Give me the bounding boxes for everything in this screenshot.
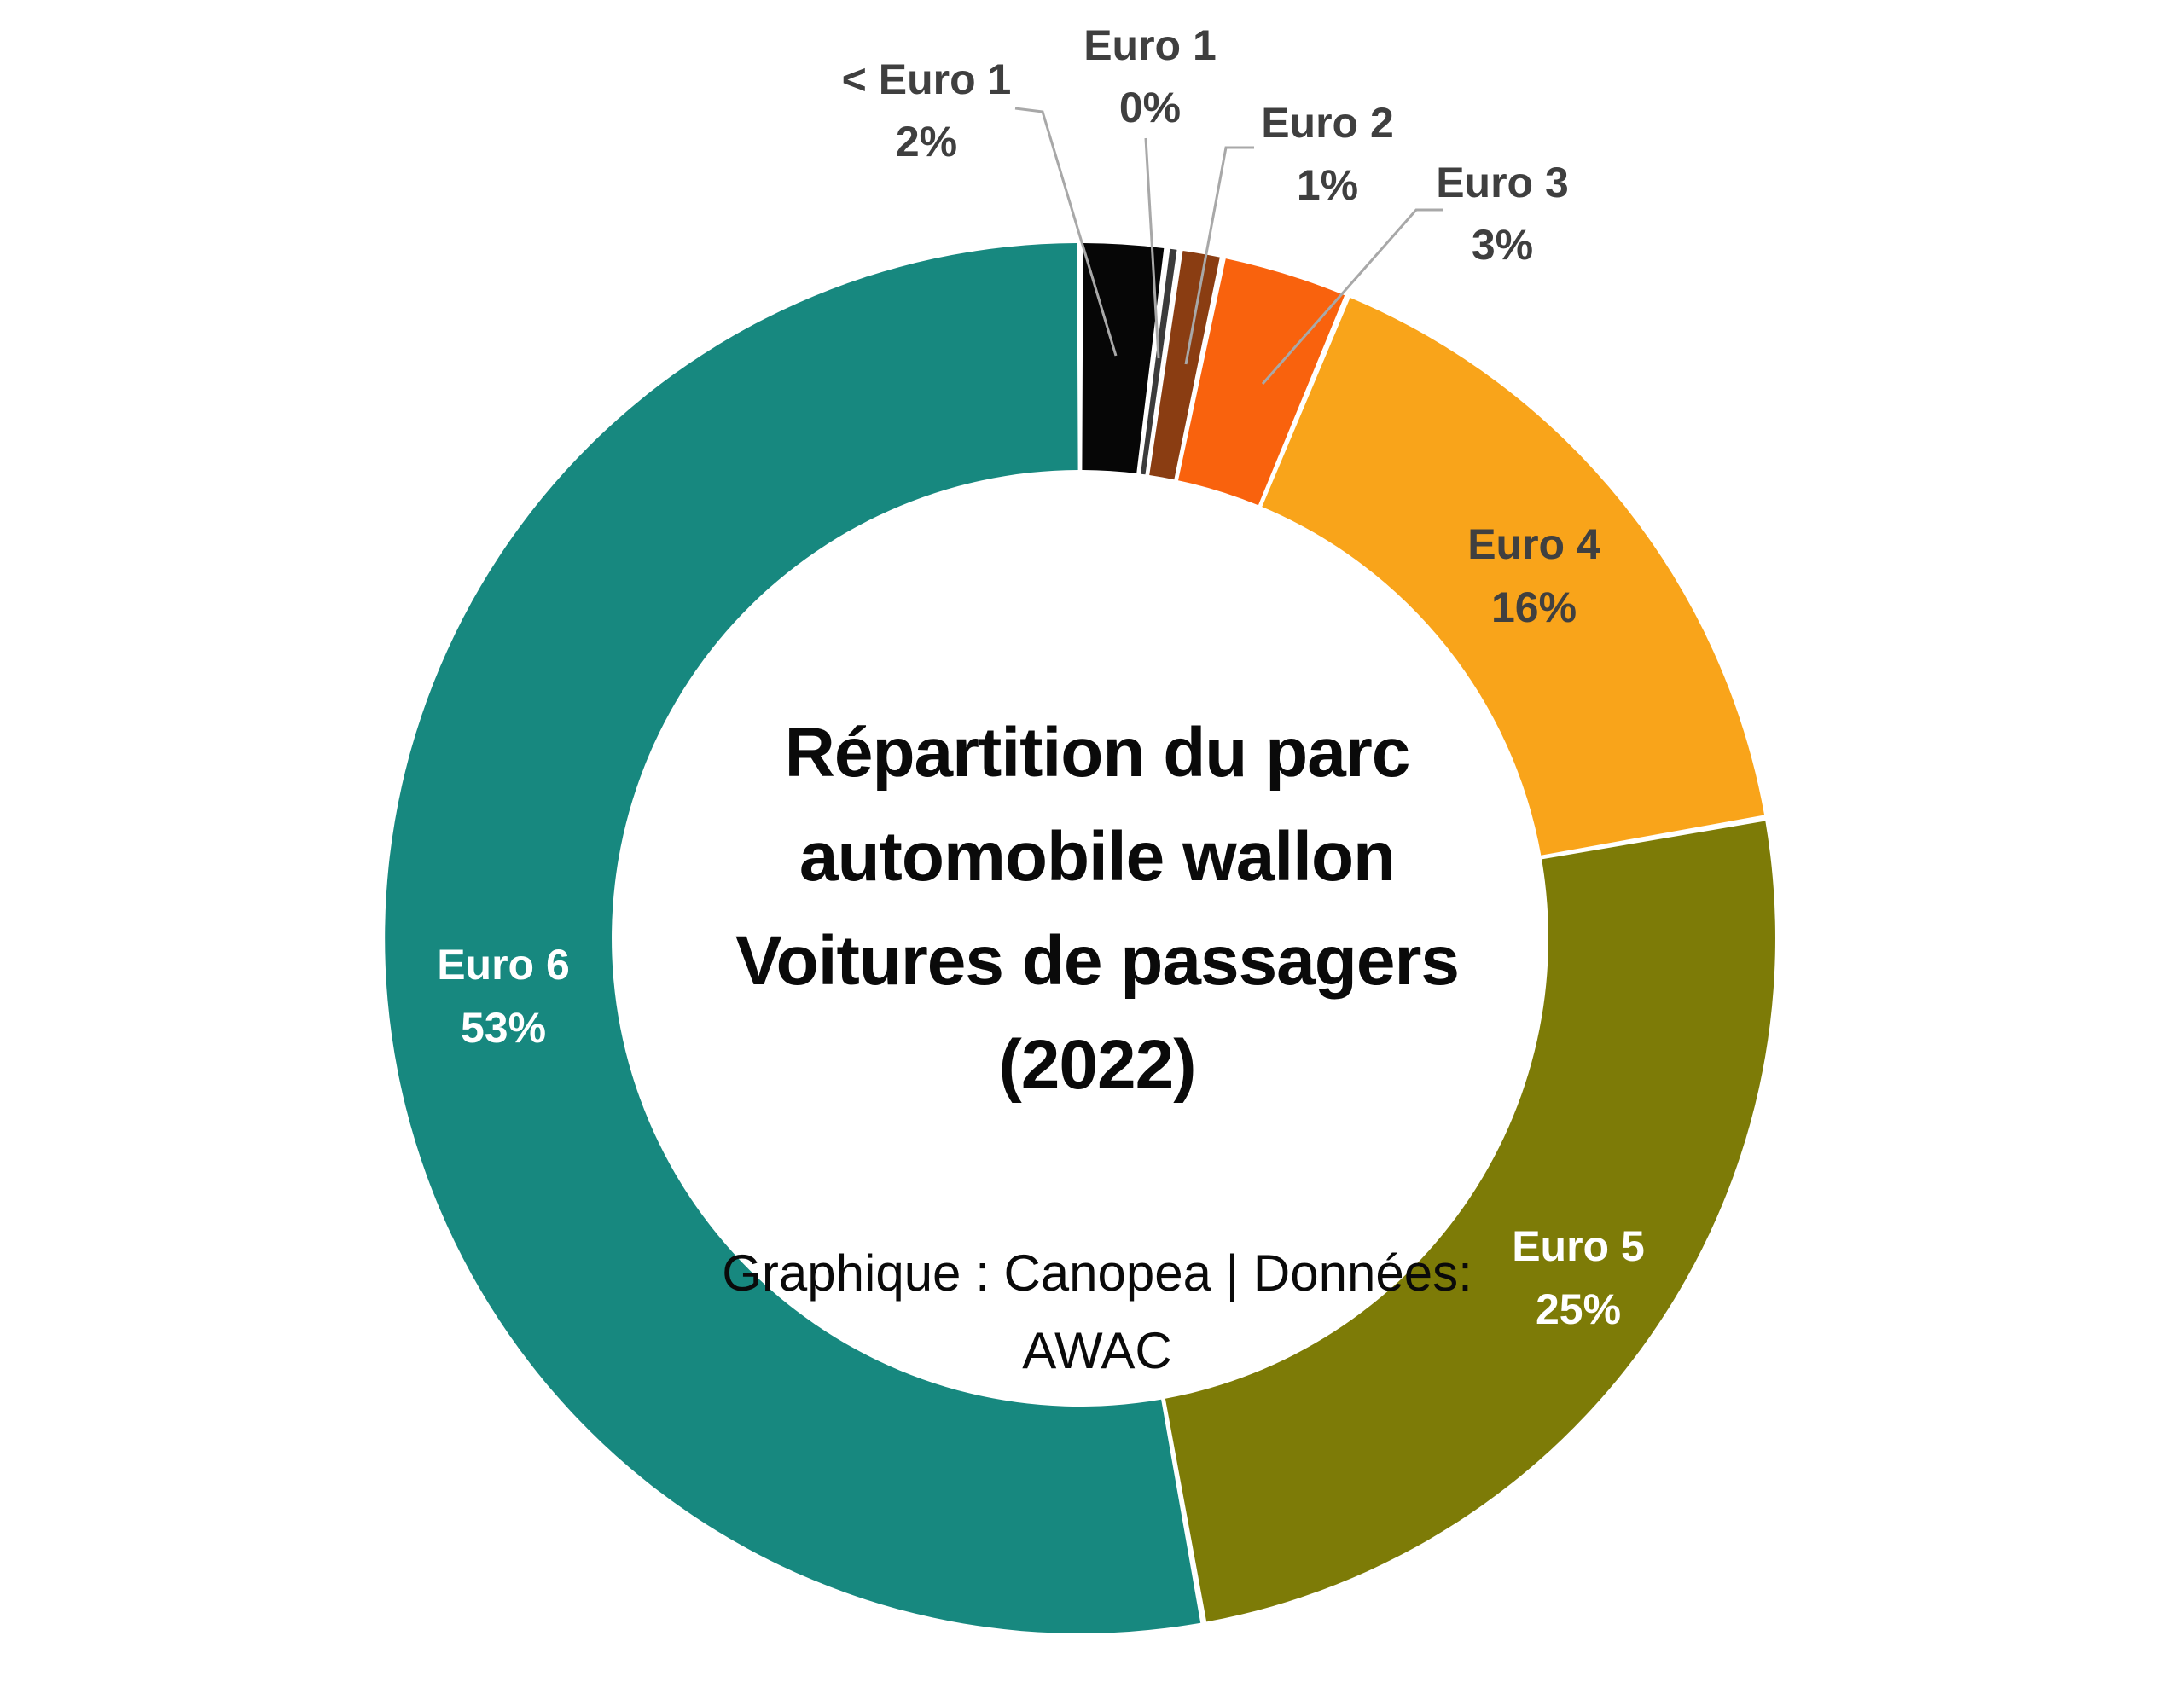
chart-title-line-3: Voitures de passagers (735, 922, 1460, 1000)
slice-label-percent: 53% (460, 1004, 547, 1052)
chart-source-line-2: AWAC (1022, 1322, 1172, 1379)
slice-0-euro-1 (1082, 243, 1165, 473)
chart-title: Répartition du parc automobile wallon Vo… (585, 701, 1609, 1117)
slice-label-name: Euro 5 (1512, 1222, 1645, 1270)
leader-line-3-euro-3 (1261, 208, 1443, 385)
chart-title-line-4: (2022) (998, 1026, 1196, 1104)
slice-label-name: Euro 6 (437, 941, 570, 989)
slice-3-euro-3 (1178, 258, 1345, 506)
slice-label-6-euro-6: Euro 6 53% (437, 933, 570, 1059)
slice-label-5-euro-5: Euro 5 25% (1512, 1215, 1645, 1341)
slice-label-percent: 0% (1118, 84, 1182, 131)
slice-label-4-euro-4: Euro 4 16% (1467, 513, 1600, 639)
slice-label-percent: 2% (895, 118, 958, 165)
leader-line-2-euro-2 (1184, 146, 1254, 365)
slice-label-name: Euro 4 (1467, 520, 1600, 568)
leader-line-0-euro-1 (1014, 107, 1118, 357)
slice-label-percent: 3% (1471, 221, 1534, 269)
slice-4-euro-4 (1262, 298, 1765, 856)
slice-1-euro-1 (1141, 248, 1177, 475)
slice-2-euro-2 (1149, 251, 1220, 480)
slice-label-name: Euro 1 (1083, 21, 1217, 69)
slice-label-percent: 1% (1296, 161, 1359, 209)
slice-label-0-euro-1: < Euro 1 2% (842, 49, 1012, 173)
slice-label-percent: 25% (1535, 1285, 1622, 1333)
slice-label-2-euro-2: Euro 2 1% (1261, 92, 1394, 217)
slice-label-name: Euro 2 (1261, 99, 1394, 147)
chart-source-credit: Graphique : Canopea | Données: AWAC (585, 1234, 1609, 1389)
slice-label-name: < Euro 1 (841, 55, 1012, 103)
slice-label-1-euro-1: Euro 1 0% (1083, 15, 1217, 139)
slice-label-3-euro-3: Euro 3 3% (1436, 152, 1569, 276)
slice-5-euro-5 (1165, 821, 1775, 1622)
leader-line-1-euro-1 (1144, 137, 1160, 359)
slice-6-euro-6 (385, 243, 1201, 1633)
chart-title-line-1: Répartition du parc (784, 714, 1411, 792)
chart-title-line-2: automobile wallon (799, 818, 1396, 896)
chart-source-line-1: Graphique : Canopea | Données: (722, 1244, 1472, 1302)
slice-label-name: Euro 3 (1436, 159, 1569, 206)
slice-label-percent: 16% (1490, 583, 1577, 631)
